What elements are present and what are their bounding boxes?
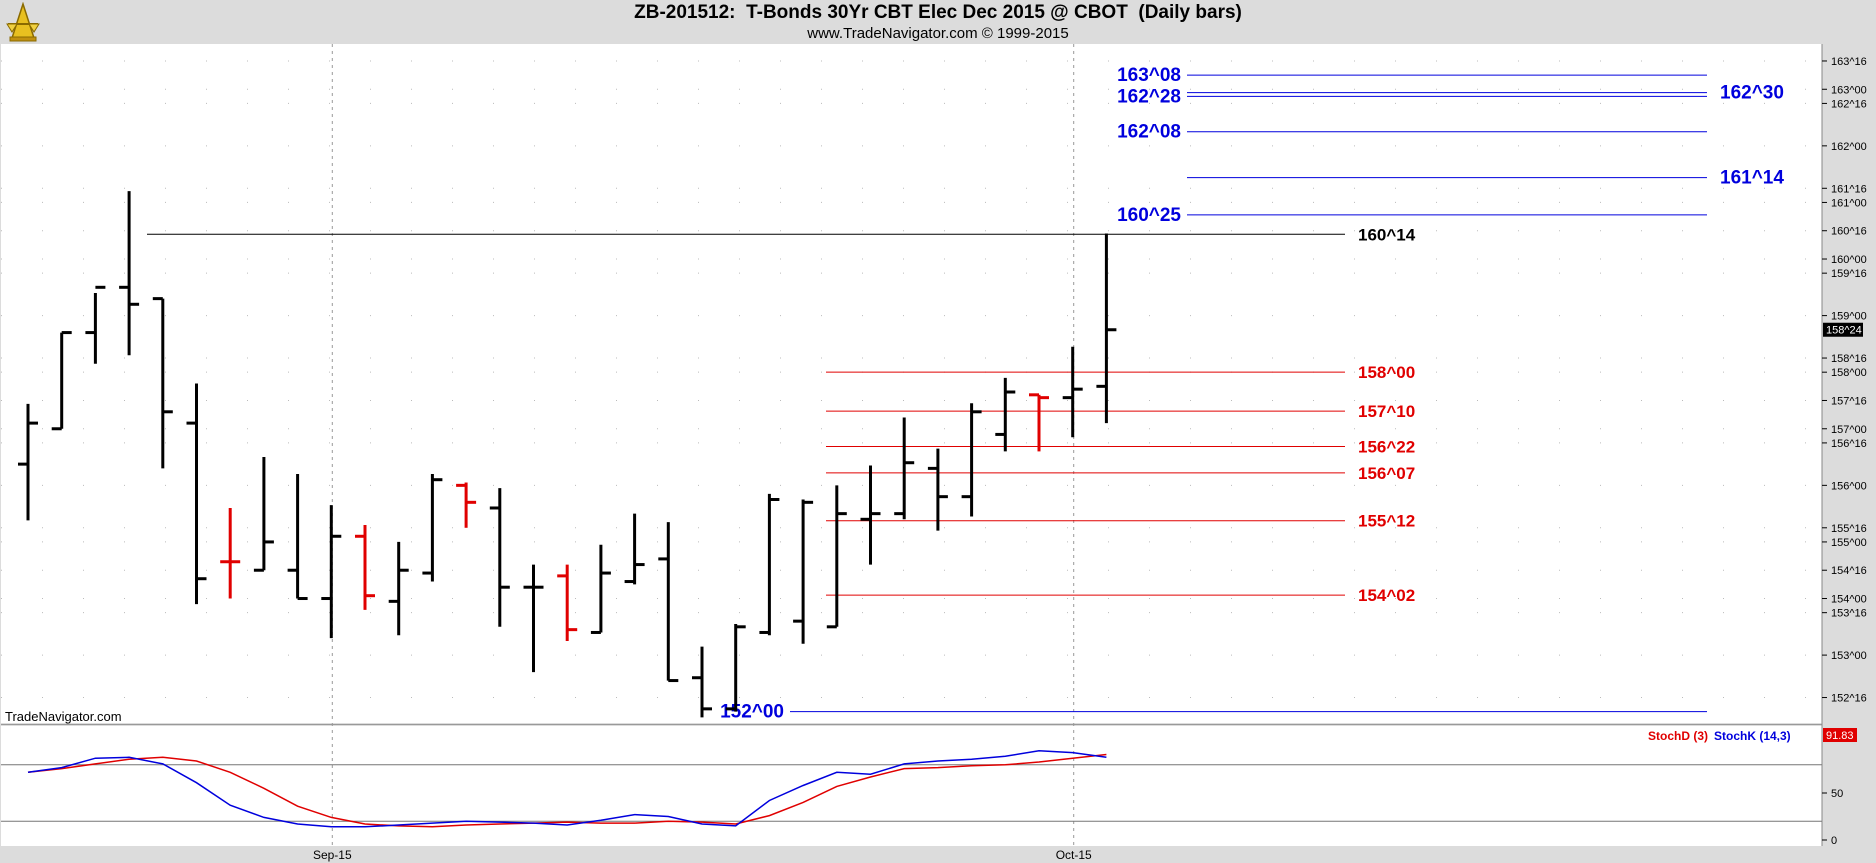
level-label: 157^10 bbox=[1358, 402, 1415, 421]
level-label: 155^12 bbox=[1358, 512, 1415, 531]
price-axis-label: 154^16 bbox=[1831, 565, 1867, 577]
price-axis-label: 157^16 bbox=[1831, 395, 1867, 407]
price-axis-label: 162^16 bbox=[1831, 98, 1867, 110]
price-axis-label: 158^00 bbox=[1831, 367, 1867, 379]
level-label: 162^08 bbox=[1117, 122, 1181, 143]
price-axis-label: 155^16 bbox=[1831, 523, 1867, 535]
level-label: 156^07 bbox=[1358, 464, 1415, 483]
osc-axis-label: 0 bbox=[1831, 835, 1837, 847]
chart-subtitle: www.TradeNavigator.com © 1999-2015 bbox=[807, 25, 1069, 42]
price-axis-label: 162^00 bbox=[1831, 141, 1867, 153]
watermark-text: TradeNavigator.com bbox=[5, 709, 122, 724]
level-label: 160^25 bbox=[1117, 205, 1181, 226]
price-axis-label: 156^16 bbox=[1831, 438, 1867, 450]
price-axis-area bbox=[1822, 44, 1876, 846]
level-label: 152^00 bbox=[720, 702, 784, 723]
level-label: 162^28 bbox=[1117, 86, 1181, 107]
osc-last-value-label: 91.83 bbox=[1826, 730, 1854, 742]
price-axis-label: 159^16 bbox=[1831, 268, 1867, 280]
chart-title: ZB-201512: T-Bonds 30Yr CBT Elec Dec 201… bbox=[634, 2, 1242, 23]
price-axis-label: 163^00 bbox=[1831, 84, 1867, 96]
legend-stochd: StochD (3) bbox=[1648, 729, 1708, 743]
price-axis-label: 153^00 bbox=[1831, 650, 1867, 662]
last-price-label: 158^24 bbox=[1826, 325, 1862, 337]
price-axis-label: 158^16 bbox=[1831, 353, 1867, 365]
level-label: 162^30 bbox=[1720, 83, 1784, 104]
level-label: 163^08 bbox=[1117, 65, 1181, 86]
osc-axis-label: 50 bbox=[1831, 788, 1843, 800]
date-axis-label: Oct-15 bbox=[1056, 848, 1092, 862]
osc-last-value-tag bbox=[1823, 728, 1857, 742]
price-axis-label: 160^00 bbox=[1831, 254, 1867, 266]
last-price-tag bbox=[1823, 322, 1863, 337]
level-label: 158^00 bbox=[1358, 363, 1415, 382]
price-axis-label: 160^16 bbox=[1831, 226, 1867, 238]
level-label: 156^22 bbox=[1358, 437, 1415, 456]
price-axis-label: 154^00 bbox=[1831, 594, 1867, 606]
date-axis-label: Sep-15 bbox=[313, 848, 352, 862]
level-label: 154^02 bbox=[1358, 586, 1415, 605]
price-axis-label: 157^00 bbox=[1831, 424, 1867, 436]
oscillator-plot-area bbox=[1, 726, 1822, 846]
price-axis-label: 163^16 bbox=[1831, 56, 1867, 68]
price-axis-label: 159^00 bbox=[1831, 311, 1867, 323]
price-plot-area bbox=[1, 44, 1822, 723]
stoch-line bbox=[27, 749, 1107, 828]
chart-panel: 163^16 163^00 162^16 162^00 161^16 161^00 160^… bbox=[1, 44, 1876, 862]
level-label: 160^14 bbox=[1358, 225, 1416, 244]
price-axis-label: 161^00 bbox=[1831, 197, 1867, 209]
price-axis-label: 161^16 bbox=[1831, 183, 1867, 195]
level-label: 161^14 bbox=[1720, 168, 1784, 189]
price-axis-label: 155^00 bbox=[1831, 537, 1867, 549]
price-axis-label: 152^16 bbox=[1831, 693, 1867, 705]
legend-stochk: StochK (14,3) bbox=[1714, 729, 1791, 743]
price-axis-label: 153^16 bbox=[1831, 608, 1867, 620]
price-axis-label: 156^00 bbox=[1831, 480, 1867, 492]
trade-navigator-logo-icon bbox=[6, 2, 40, 42]
chart-header: ZB-201512: T-Bonds 30Yr CBT Elec Dec 201… bbox=[0, 0, 1876, 44]
stoch-line bbox=[27, 753, 1107, 828]
